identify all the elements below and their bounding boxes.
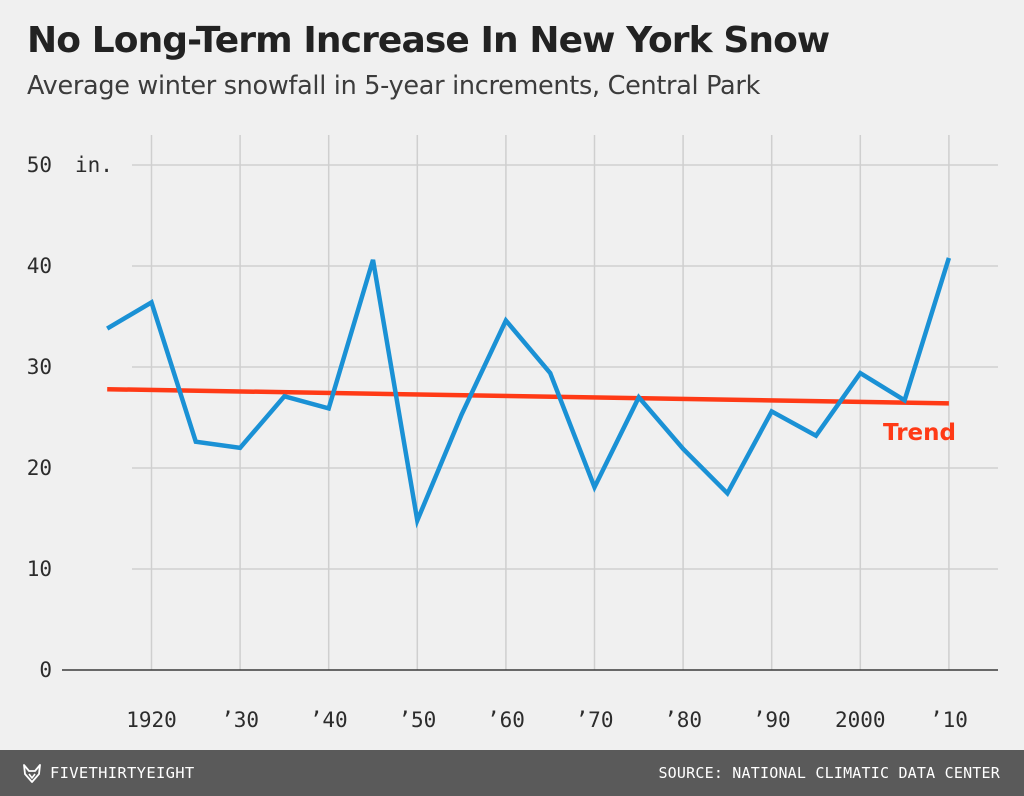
x-tick-label-0: 1920: [126, 708, 177, 732]
x-tick-label-2: ’40: [310, 708, 348, 732]
trend-layer: [107, 386, 949, 406]
y-tick-label-2: 20: [27, 456, 52, 480]
brand-name: FIVETHIRTYEIGHT: [50, 764, 195, 782]
x-tick-label-3: ’50: [398, 708, 436, 732]
line-chart: 0 10 20 30 40 50 in. 1920 ’30 ’40 ’50 ’60 ’70 ’80 ’9…: [27, 135, 998, 732]
x-tick-label-6: ’80: [664, 708, 702, 732]
chart-title: No Long-Term Increase In New York Snow: [27, 20, 830, 61]
x-tick-label-8: 2000: [835, 708, 886, 732]
horizontal-gridlines: [62, 164, 998, 671]
y-unit-label: in.: [75, 153, 113, 177]
trend-line: [107, 386, 949, 406]
x-tick-label-9: ’10: [930, 708, 968, 732]
y-tick-label-4: 40: [27, 254, 52, 278]
y-tick-label-0: 0: [39, 658, 52, 682]
x-tick-label-7: ’90: [753, 708, 791, 732]
x-axis-labels: 1920 ’30 ’40 ’50 ’60 ’70 ’80 ’90 2000 ’10: [126, 708, 968, 732]
brand[interactable]: FIVETHIRTYEIGHT: [22, 763, 194, 783]
y-tick-label-1: 10: [27, 557, 52, 581]
fox-logo-icon: [23, 764, 41, 783]
y-tick-label-3: 30: [27, 355, 52, 379]
y-axis-labels: 0 10 20 30 40 50: [27, 153, 52, 682]
source-credit: SOURCE: NATIONAL CLIMATIC DATA CENTER: [658, 764, 1000, 782]
y-tick-label-5: 50: [27, 153, 52, 177]
footer-bar: FIVETHIRTYEIGHT SOURCE: NATIONAL CLIMATI…: [0, 750, 1024, 796]
x-tick-label-5: ’70: [576, 708, 614, 732]
series-layer: [106, 257, 952, 529]
series-line-0: [106, 257, 952, 529]
trend-label: Trend: [883, 420, 956, 446]
chart-subtitle: Average winter snowfall in 5-year increm…: [27, 71, 761, 101]
x-tick-label-1: ’30: [221, 708, 259, 732]
x-tick-label-4: ’60: [487, 708, 525, 732]
